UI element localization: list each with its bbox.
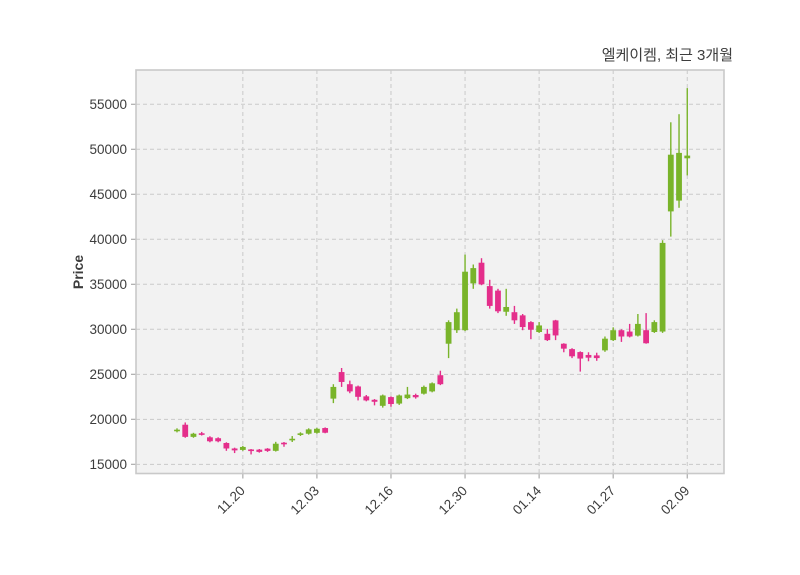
candle-body bbox=[470, 268, 477, 284]
candle-body bbox=[585, 354, 592, 358]
y-tick-label: 40000 bbox=[89, 232, 127, 247]
y-tick-label: 35000 bbox=[89, 277, 127, 292]
candle-body bbox=[684, 155, 691, 159]
candle-body bbox=[330, 386, 337, 399]
candle-body bbox=[207, 437, 213, 442]
candle-body bbox=[182, 424, 189, 437]
candle-body bbox=[651, 322, 658, 333]
candle-body bbox=[371, 399, 378, 402]
y-tick-label: 20000 bbox=[89, 412, 127, 427]
candle-body bbox=[445, 322, 452, 344]
candle-body bbox=[322, 428, 329, 433]
candle-body bbox=[256, 449, 263, 452]
candle-body bbox=[602, 338, 608, 351]
candle-body bbox=[379, 395, 386, 406]
candle-body bbox=[239, 446, 246, 450]
candle-body bbox=[676, 152, 682, 201]
candle-body bbox=[643, 330, 650, 344]
candle-body bbox=[198, 433, 205, 435]
y-tick-label: 45000 bbox=[89, 187, 127, 202]
candle-body bbox=[486, 286, 493, 306]
candle-body bbox=[519, 315, 526, 328]
x-tick-label: 01.27 bbox=[584, 483, 619, 518]
candle-body bbox=[314, 428, 320, 433]
candle-body bbox=[297, 433, 304, 435]
candle-body bbox=[412, 395, 419, 398]
candle-body bbox=[453, 312, 460, 331]
candle-body bbox=[667, 154, 674, 212]
candle-body bbox=[338, 372, 345, 382]
candle-body bbox=[174, 429, 180, 432]
candle-body bbox=[577, 352, 584, 359]
candle-body bbox=[190, 433, 197, 437]
candle-body bbox=[223, 442, 230, 449]
candle-body bbox=[437, 375, 444, 385]
candle-body bbox=[552, 320, 559, 336]
y-tick-label: 50000 bbox=[89, 142, 127, 157]
plot-area bbox=[136, 70, 724, 474]
candle-body bbox=[610, 330, 617, 341]
y-tick-label: 15000 bbox=[89, 457, 127, 472]
x-tick-label: 12.16 bbox=[362, 483, 397, 518]
candle-body bbox=[421, 386, 427, 394]
candle-body bbox=[527, 322, 534, 330]
candle-body bbox=[231, 448, 238, 451]
x-tick-label: 11.20 bbox=[214, 483, 248, 517]
candle-body bbox=[544, 333, 551, 341]
candle-body bbox=[618, 330, 625, 337]
candle-body bbox=[305, 429, 312, 434]
candle-body bbox=[281, 442, 287, 445]
candle-body bbox=[560, 343, 567, 349]
y-axis-title: Price bbox=[70, 254, 86, 290]
candle-body bbox=[355, 386, 361, 397]
x-tick-label: 02.09 bbox=[658, 483, 693, 518]
x-tick-label: 01.14 bbox=[510, 483, 545, 518]
candle-body bbox=[264, 448, 271, 451]
candle-body bbox=[569, 349, 575, 357]
candle-body bbox=[346, 384, 353, 392]
candle-body bbox=[429, 383, 436, 392]
candle-body bbox=[396, 395, 403, 404]
y-tick-label: 25000 bbox=[89, 367, 127, 382]
candle-body bbox=[495, 290, 501, 312]
x-tick-label: 12.30 bbox=[436, 483, 471, 518]
candle-body bbox=[388, 397, 394, 405]
candle-body bbox=[215, 438, 222, 442]
plot-border bbox=[135, 69, 725, 475]
candle-body bbox=[272, 443, 279, 451]
candle-body bbox=[593, 355, 600, 359]
candle-body bbox=[503, 306, 510, 312]
y-tick-label: 30000 bbox=[89, 322, 127, 337]
candle-body bbox=[511, 312, 518, 321]
chart-title: 엘케이켐, 최근 3개월 bbox=[601, 47, 733, 64]
candle-body bbox=[363, 396, 370, 401]
x-tick-label: 12.03 bbox=[288, 483, 323, 518]
candle-body bbox=[659, 242, 666, 332]
candle-body bbox=[248, 449, 254, 452]
candle-body bbox=[289, 438, 296, 441]
candle-body bbox=[462, 271, 468, 331]
candle-body bbox=[404, 394, 411, 399]
y-tick-label: 55000 bbox=[89, 97, 127, 112]
candle-body bbox=[634, 323, 641, 336]
candle-body bbox=[478, 262, 485, 285]
candle-body bbox=[536, 325, 543, 333]
candle-body bbox=[626, 331, 633, 337]
